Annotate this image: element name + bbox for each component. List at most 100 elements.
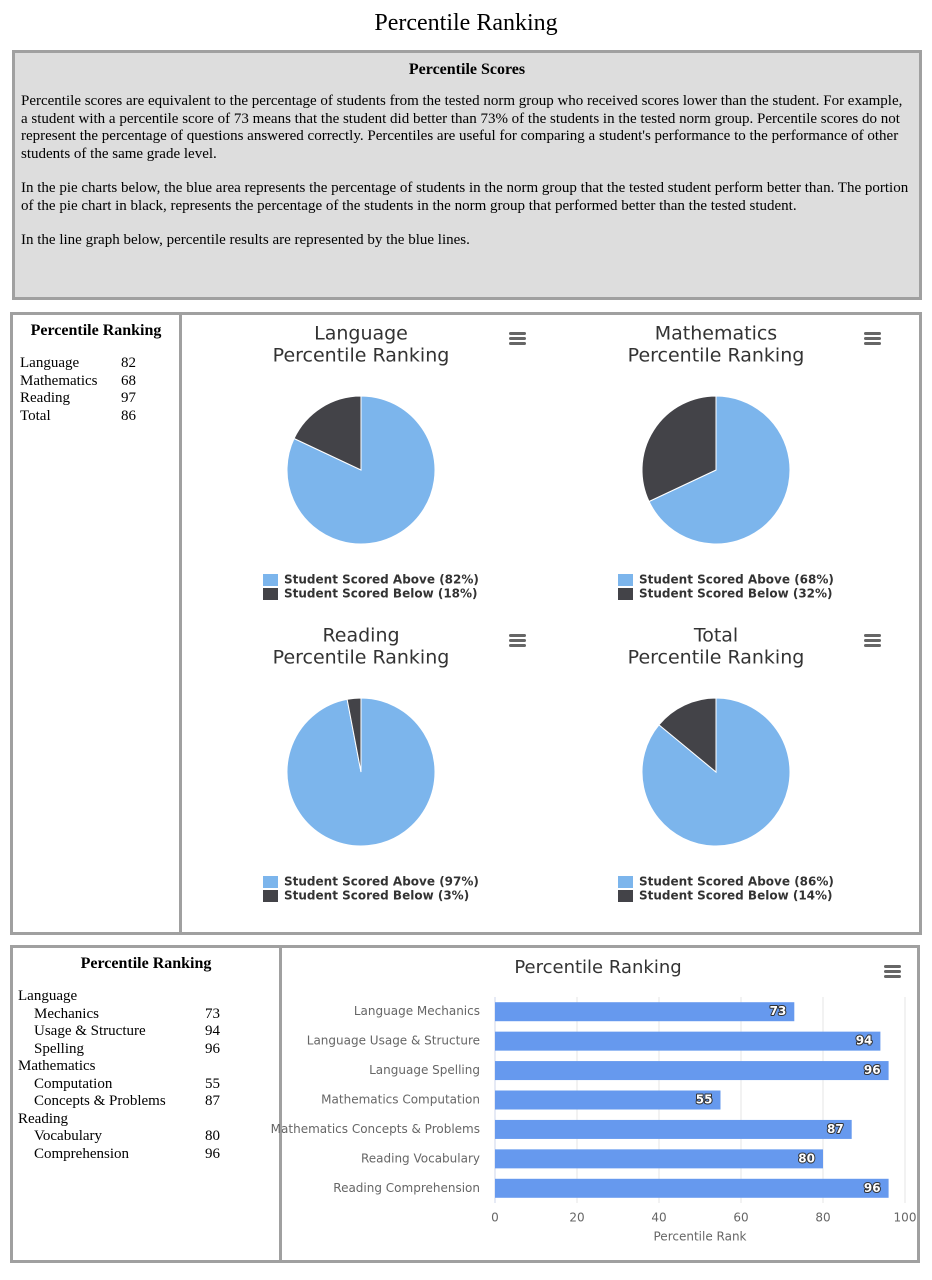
chart-title: Reading (322, 625, 399, 647)
row-value: 82 (121, 355, 136, 371)
bar (495, 1061, 889, 1081)
data-label: 96 (864, 1181, 881, 1195)
summary-heading: Percentile Ranking (30, 322, 162, 339)
row-label: Language (20, 355, 80, 371)
legend-swatch (263, 890, 278, 902)
bar (495, 1178, 889, 1198)
info-paragraph: In the line graph below, percentile resu… (21, 232, 470, 248)
y-tick-label: Language Mechanics (354, 1004, 480, 1018)
menu-icon-bar (864, 639, 881, 642)
chart-title: Percentile Ranking (514, 957, 681, 978)
row-label: Mathematics (20, 372, 98, 389)
menu-button[interactable] (864, 634, 881, 647)
bar-section: Percentile Ranking Language Mechanics 73 Us… (10, 945, 920, 1263)
menu-button[interactable] (864, 332, 881, 345)
menu-icon-bar (864, 332, 881, 335)
pie-slice (648, 395, 791, 545)
chart-title: Percentile Ranking (628, 647, 805, 669)
menu-button[interactable] (884, 965, 901, 978)
chart-title: Mathematics (655, 323, 777, 345)
divider (279, 948, 282, 1260)
legend-swatch (618, 876, 633, 888)
legend-swatch (263, 588, 278, 600)
legend-swatch (618, 574, 633, 586)
row-value: 68 (121, 372, 136, 389)
menu-icon-bar (884, 970, 901, 973)
menu-icon-bar (509, 634, 526, 637)
row-value: 86 (121, 407, 136, 424)
row-value: 55 (205, 1075, 220, 1092)
info-heading: Percentile Scores (408, 61, 526, 78)
data-label: 55 (696, 1093, 713, 1107)
bar (495, 1119, 852, 1139)
bar (495, 1002, 795, 1022)
info-paragraph: Percentile scores are equivalent to the … (21, 93, 903, 162)
menu-icon-bar (509, 644, 526, 647)
y-tick-label: Language Spelling (369, 1063, 480, 1077)
x-tick-label: 60 (733, 1211, 748, 1225)
x-tick-label: 100 (894, 1211, 917, 1225)
x-tick-label: 20 (569, 1211, 584, 1225)
data-label: 73 (770, 1004, 787, 1018)
y-tick-label: Mathematics Computation (321, 1093, 480, 1107)
chart-title: Language (314, 323, 408, 345)
legend-swatch (263, 574, 278, 586)
menu-icon-bar (864, 634, 881, 637)
legend-label: Student Scored Above (86%) (639, 875, 834, 889)
legend-label: Student Scored Above (82%) (284, 573, 479, 587)
row-value: 97 (121, 390, 136, 406)
group-label: Reading (18, 1110, 68, 1127)
menu-icon-bar (884, 975, 901, 978)
page-title: Percentile Ranking (374, 10, 558, 36)
row-label: Computation (34, 1075, 113, 1092)
x-tick-label: 40 (651, 1211, 666, 1225)
row-label: Reading (20, 390, 70, 406)
row-value: 87 (205, 1093, 220, 1109)
legend-label: Student Scored Above (97%) (284, 875, 479, 889)
y-tick-label: Reading Vocabulary (361, 1151, 480, 1165)
pie-section: Percentile Ranking Language 82 Mathematics… (10, 312, 922, 935)
info-box: Percentile Scores Percentile scores are … (12, 50, 922, 300)
pie-slice (641, 395, 717, 503)
chart-title: Percentile Ranking (628, 345, 805, 367)
y-tick-label: Language Usage & Structure (307, 1034, 480, 1048)
pie-slice (293, 395, 362, 471)
row-value: 96 (205, 1145, 220, 1162)
data-label: 94 (856, 1034, 873, 1048)
menu-icon-bar (509, 337, 526, 340)
legend-swatch (618, 890, 633, 902)
data-label: 96 (864, 1063, 881, 1077)
row-label: Total (20, 407, 51, 424)
chart-title: Percentile Ranking (273, 647, 450, 669)
menu-icon-bar (864, 644, 881, 647)
menu-button[interactable] (509, 332, 526, 345)
pie-slice (658, 697, 717, 774)
menu-button[interactable] (509, 634, 526, 647)
legend-swatch (263, 876, 278, 888)
row-value: 94 (205, 1023, 220, 1039)
menu-icon-bar (509, 332, 526, 335)
row-label: Usage & Structure (34, 1023, 146, 1039)
menu-icon-bar (864, 342, 881, 345)
details-heading: Percentile Ranking (80, 955, 212, 972)
legend-label: Student Scored Below (32%) (639, 587, 833, 601)
row-label: Comprehension (34, 1145, 129, 1162)
row-value: 73 (205, 1005, 220, 1022)
y-tick-label: Mathematics Concepts & Problems (271, 1122, 480, 1136)
legend-label: Student Scored Below (3%) (284, 889, 469, 903)
legend-label: Student Scored Below (14%) (639, 889, 833, 903)
menu-icon-bar (509, 639, 526, 642)
legend-swatch (618, 588, 633, 600)
row-value: 80 (205, 1128, 220, 1144)
x-tick-label: 80 (815, 1211, 830, 1225)
row-label: Mechanics (34, 1005, 99, 1022)
chart-title: Percentile Ranking (273, 345, 450, 367)
y-tick-label: Reading Comprehension (333, 1181, 480, 1195)
row-value: 96 (205, 1040, 220, 1057)
menu-icon-bar (884, 965, 901, 968)
info-paragraph: In the pie charts below, the blue area r… (21, 180, 909, 214)
menu-icon-bar (864, 337, 881, 340)
group-label: Mathematics (18, 1058, 96, 1074)
